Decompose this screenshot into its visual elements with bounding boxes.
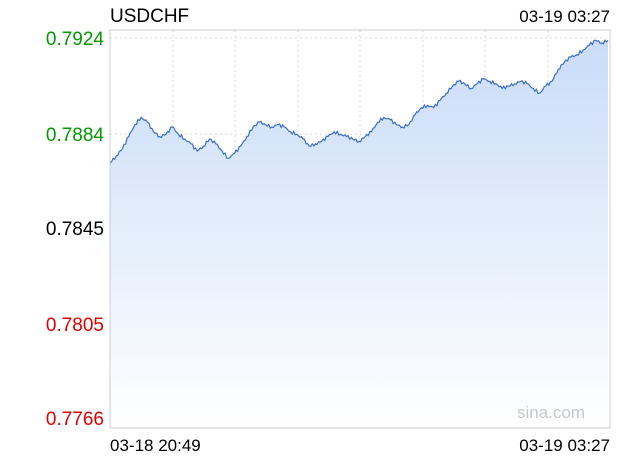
price-line [109,39,609,164]
x-label-end: 03-19 03:27 [519,436,610,455]
header-timestamp: 03-19 03:27 [519,7,610,26]
y-tick-label: 0.7766 [46,409,104,430]
symbol-title: USDCHF [110,6,189,27]
y-tick-label: 0.7805 [46,315,104,336]
y-tick-label: 0.7884 [46,125,105,146]
y-axis-labels: 0.7924 0.7884 0.7845 0.7805 0.7766 [46,29,105,430]
y-tick-label: 0.7845 [46,219,104,240]
y-tick-label: 0.7924 [46,29,105,50]
price-area-fill [110,40,608,429]
x-label-start: 03-18 20:49 [110,436,201,455]
watermark: sina.com [517,403,585,422]
plot-frame [109,29,611,429]
